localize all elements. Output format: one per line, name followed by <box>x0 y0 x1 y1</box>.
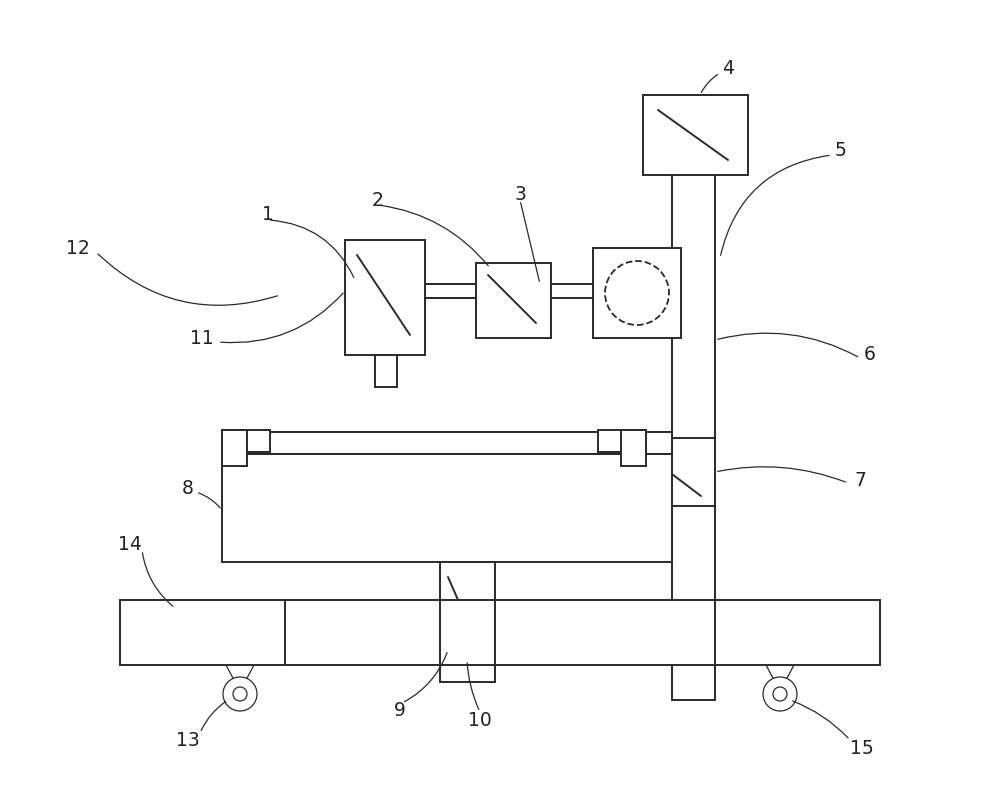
Text: 8: 8 <box>182 479 194 497</box>
Text: 15: 15 <box>850 738 874 757</box>
Circle shape <box>223 677 257 711</box>
Text: 9: 9 <box>394 701 406 720</box>
Text: 2: 2 <box>372 191 384 210</box>
Text: 1: 1 <box>262 206 274 224</box>
Text: 11: 11 <box>190 329 214 347</box>
Text: 12: 12 <box>66 239 90 258</box>
Text: 10: 10 <box>468 710 492 729</box>
Bar <box>672 125 715 700</box>
Text: 14: 14 <box>118 535 142 555</box>
Bar <box>440 562 495 682</box>
Bar <box>643 95 748 175</box>
Bar <box>222 432 672 454</box>
Text: 13: 13 <box>176 730 200 749</box>
Bar <box>598 430 646 452</box>
Text: 4: 4 <box>722 58 734 77</box>
Circle shape <box>773 687 787 701</box>
Circle shape <box>233 687 247 701</box>
Circle shape <box>605 261 669 325</box>
Bar <box>375 355 397 387</box>
Bar <box>345 240 425 355</box>
Bar <box>120 600 880 665</box>
Bar <box>476 263 551 338</box>
Bar <box>222 430 270 452</box>
Bar <box>222 432 672 562</box>
Text: 3: 3 <box>514 185 526 204</box>
Text: 6: 6 <box>864 346 876 365</box>
Text: 7: 7 <box>854 471 866 489</box>
Bar <box>593 248 681 338</box>
Bar <box>222 430 247 466</box>
Text: 5: 5 <box>834 140 846 160</box>
Bar <box>636 438 715 506</box>
Bar <box>621 430 646 466</box>
Circle shape <box>763 677 797 711</box>
